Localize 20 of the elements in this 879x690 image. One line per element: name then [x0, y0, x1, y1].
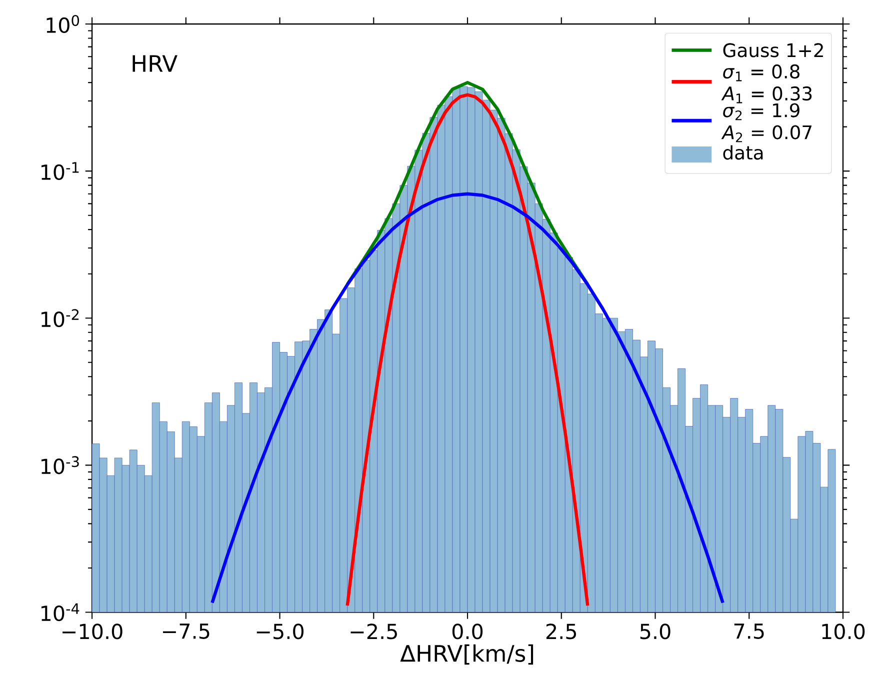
x-tick-label: 10.0 [822, 624, 865, 640]
x-tick-label: −2.5 [350, 624, 397, 640]
x-tick-label: 2.5 [546, 624, 576, 640]
legend-label: Gauss 1+2 [723, 43, 823, 58]
x-tick-label: 0.0 [452, 624, 483, 640]
y-tick-label: 10$^{0}$ [46, 15, 80, 34]
y-tick-label: 10$^{-1}$ [42, 162, 79, 180]
x-tick-label: 5.0 [640, 624, 670, 640]
annotation: HRV [132, 55, 178, 72]
line-series [210, 192, 724, 605]
legend-label: data [723, 145, 763, 160]
y-tick-label: 10$^{-4}$ [42, 604, 80, 622]
x-tick-label: 7.5 [734, 624, 764, 640]
x-tick-label: −7.5 [163, 624, 210, 640]
x-tick-label: −10.0 [62, 624, 122, 640]
x-axis-title: ΔHRV[km/s] [400, 644, 534, 665]
line-series [346, 93, 590, 608]
y-tick-label: 10$^{-2}$ [42, 309, 79, 328]
y-tick-label: 10$^{-3}$ [42, 456, 79, 474]
x-tick-label: −5.0 [256, 624, 304, 640]
